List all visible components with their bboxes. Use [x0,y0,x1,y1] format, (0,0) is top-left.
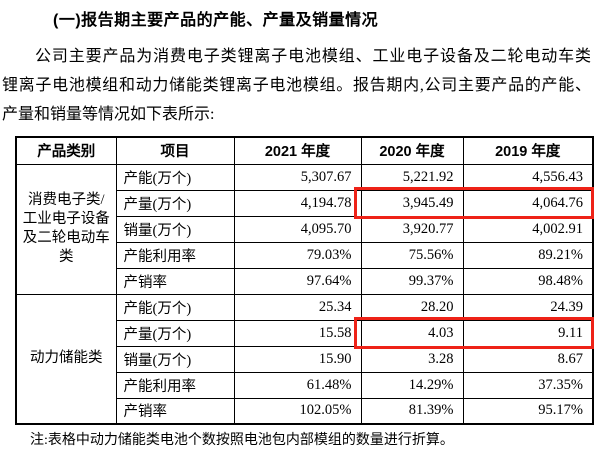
header-year-2020: 2020 年度 [360,136,464,165]
value-2020-cell: 28.20 [360,293,464,321]
table-header-row: 产品类别 项目 2021 年度 2020 年度 2019 年度 [15,136,594,165]
value-2020-cell: 14.29% [360,371,464,399]
value-2019-cell: 98.48% [462,267,594,295]
value-2020-cell: 99.37% [360,267,464,295]
production-sales-table: 产品类别 项目 2021 年度 2020 年度 2019 年度 消费电子类/工业… [15,136,594,425]
item-label-cell: 产量(万个) [115,319,235,347]
table-row: 产销率 97.64% 99.37% 98.48% [16,267,594,295]
header-product-category: 产品类别 [15,136,117,165]
value-2021-cell: 25.34 [233,293,362,321]
value-2021-cell: 61.48% [233,371,362,399]
value-2021-cell: 4,095.70 [233,215,362,243]
intro-paragraph: 公司主要产品为消费电子类锂离子电池模组、工业电子设备及二轮电动车类 锂离子电池模… [2,42,591,129]
paragraph-line-2: 锂离子电池模组和动力储能类锂离子电池模组。报告期内,公司主要产品的产能、 [2,77,591,94]
paragraph-line-1: 公司主要产品为消费电子类锂离子电池模组、工业电子设备及二轮电动车类 [35,48,591,65]
value-2019-cell: 37.35% [462,371,594,399]
value-2021-cell: 15.90 [233,345,362,373]
item-label-cell: 销量(万个) [115,345,235,373]
value-2019-cell: 8.67 [462,345,594,373]
item-label-cell: 产量(万个) [115,189,235,217]
table-row: 产量(万个) 15.58 4.03 9.11 [16,319,594,347]
value-2021-cell: 15.58 [233,319,362,347]
value-2019-cell: 4,556.43 [462,163,594,191]
table-row: 产能利用率 79.03% 75.56% 89.21% [16,241,594,269]
value-2019-cell: 89.21% [462,241,594,269]
section-heading: (一)报告期主要产品的产能、产量及销量情况 [53,12,379,29]
table-row: 产能利用率 61.48% 14.29% 37.35% [16,371,594,399]
table-body: 消费电子类/工业电子设备及二轮电动车类 产能(万个) 5,307.67 5,221.9… [15,163,594,425]
product-category-cell: 动力储能类 [15,293,117,425]
item-label-cell: 产能利用率 [115,241,235,269]
item-label-cell: 产能利用率 [115,371,235,399]
table-row: 产量(万个) 4,194.78 3,945.49 4,064.76 [16,189,594,217]
value-2020-cell: 4.03 [360,319,464,347]
value-2020-cell: 75.56% [360,241,464,269]
value-2019-cell: 9.11 [462,319,594,347]
value-2019-cell: 4,064.76 [462,189,594,217]
value-2021-cell: 102.05% [233,397,362,425]
header-year-2019: 2019 年度 [462,136,594,165]
item-label-cell: 产能(万个) [115,293,235,321]
value-2020-cell: 3.28 [360,345,464,373]
item-label-cell: 销量(万个) [115,215,235,243]
item-label-cell: 产销率 [115,267,235,295]
value-2021-cell: 97.64% [233,267,362,295]
header-item: 项目 [115,136,235,165]
value-2019-cell: 24.39 [462,293,594,321]
table-row: 销量(万个) 4,095.70 3,920.77 4,002.91 [16,215,594,243]
value-2019-cell: 95.17% [462,397,594,425]
table-footnote: 注:表格中动力储能类电池个数按照电池包内部模组的数量进行折算。 [30,433,454,448]
table-row: 消费电子类/工业电子设备及二轮电动车类 产能(万个) 5,307.67 5,221.9… [15,163,594,295]
value-2021-cell: 5,307.67 [233,163,362,191]
value-2020-cell: 3,920.77 [360,215,464,243]
value-2020-cell: 5,221.92 [360,163,464,191]
item-label-cell: 产能(万个) [115,163,235,191]
item-label-cell: 产销率 [115,397,235,425]
table-row: 动力储能类 产能(万个) 25.34 28.20 24.39 [15,293,594,425]
value-2020-cell: 3,945.49 [360,189,464,217]
value-2019-cell: 4,002.91 [462,215,594,243]
paragraph-line-3: 产量和销量等情况如下表所示: [2,106,215,123]
value-2021-cell: 4,194.78 [233,189,362,217]
product-category-cell: 消费电子类/工业电子设备及二轮电动车类 [15,163,117,295]
table-row: 产销率 102.05% 81.39% 95.17% [16,397,594,425]
header-year-2021: 2021 年度 [233,136,362,165]
value-2020-cell: 81.39% [360,397,464,425]
value-2021-cell: 79.03% [233,241,362,269]
table-row: 销量(万个) 15.90 3.28 8.67 [16,345,594,373]
